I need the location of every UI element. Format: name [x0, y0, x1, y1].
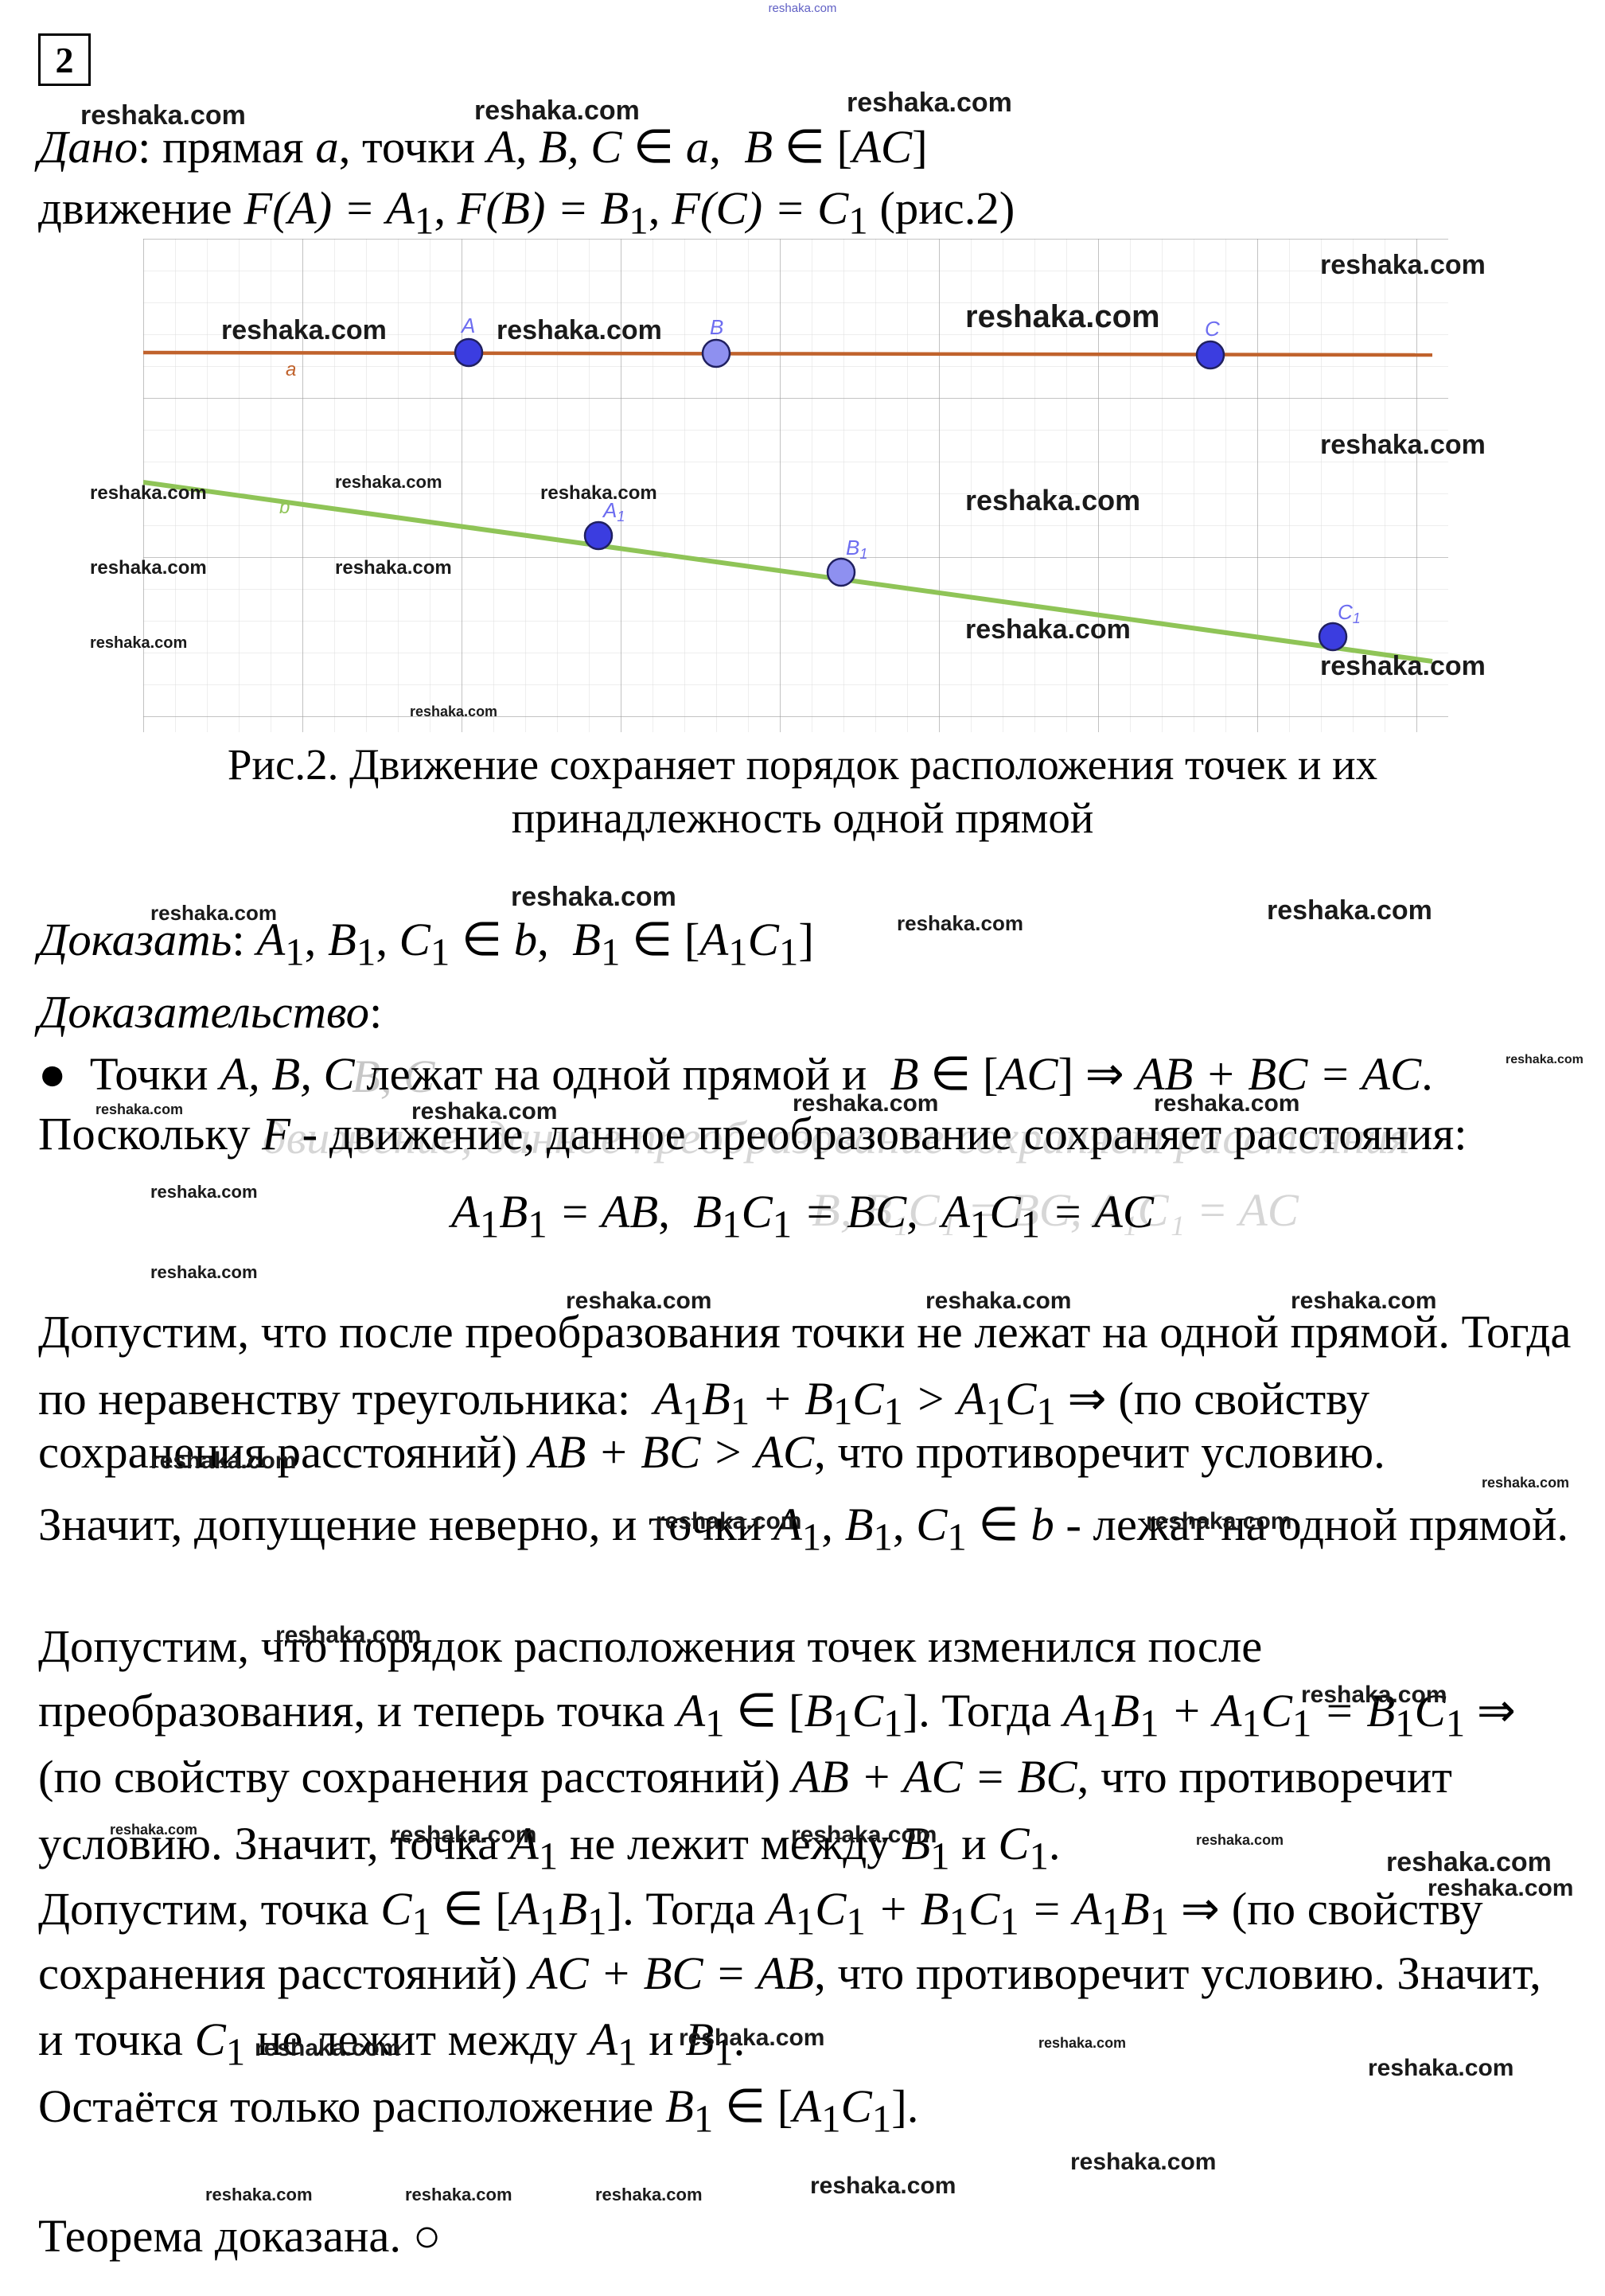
svg-text:C: C	[1205, 317, 1220, 341]
svg-text:b: b	[279, 497, 290, 518]
svg-text:A: A	[460, 314, 475, 337]
svg-text:a: a	[286, 359, 296, 380]
svg-text:B: B	[710, 315, 723, 339]
